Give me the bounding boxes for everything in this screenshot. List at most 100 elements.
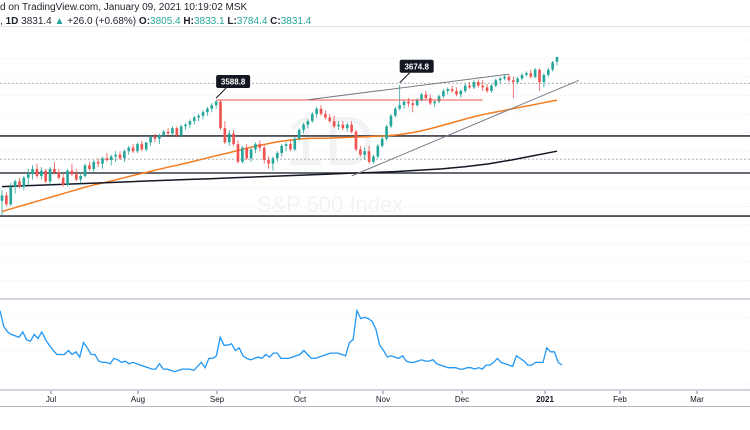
candle-body [210,105,214,109]
close-label: C: [270,16,281,27]
candle-body [149,137,152,143]
chart-legend-header: d on TradingView.com, January 09, 2021 1… [0,0,750,30]
candle-body [503,76,506,79]
candle-body [254,144,257,150]
candle-body [201,112,205,116]
candle-body [507,76,511,81]
high-value: 3833.1 [193,16,225,27]
candle-body [420,94,423,100]
candle-body [61,177,65,185]
candle-body [227,133,231,143]
candle-body [468,85,471,88]
candle-body [9,186,13,205]
candle-body [158,135,161,139]
ohlc-legend: , 1D 3831.4 ▲ +26.0 (+0.68%) O:3805.4 H:… [0,16,311,27]
candle-body [175,128,179,136]
candle-body [485,87,489,91]
candle-body [463,85,467,91]
candle-body [262,147,266,161]
callout-label: 3588.8 [221,78,246,87]
last-price: 3831.4 [21,16,52,27]
candle-body [442,90,445,97]
candle-body [88,165,91,169]
candle-body [223,128,227,143]
candle-body [538,69,541,83]
high-label: H: [183,16,194,27]
candle-body [219,101,222,129]
ma-slow-line [1,150,558,188]
time-axis-label: Mar [690,395,704,404]
candle-body [101,158,104,164]
candle-body [123,151,126,159]
candle-body [389,115,393,127]
candle-body [302,124,305,130]
candle-body [533,69,537,77]
moving-averages [1,99,558,213]
callout-label: 3674.8 [404,62,429,71]
close-value: 3831.4 [280,16,312,27]
candle-body [433,101,436,104]
candle-body [184,124,187,127]
candle-body [310,113,314,122]
candle-body [79,176,82,180]
candle-body [424,94,428,99]
time-axis-label: Jul [46,395,56,404]
pane-separator[interactable] [0,298,750,300]
candle-body [131,147,135,152]
open-value: 3805.4 [150,16,181,27]
candle-body [459,90,463,95]
candle-body [372,156,375,162]
time-axis-label: Sep [210,395,225,404]
callout-box [399,59,434,73]
candle-body [490,85,493,91]
candle-body [428,98,432,104]
time-axis-label: Nov [376,395,390,404]
candle-body [477,82,480,86]
low-label: L: [227,16,237,27]
candle-body [284,144,288,146]
candle-body [398,105,401,109]
candle-body [337,124,340,127]
candle-body [380,138,384,146]
low-value: 3784.4 [236,16,268,27]
candle-body [22,177,26,187]
callout-pointer [399,72,411,84]
candle-body [267,160,270,164]
candle-body [407,101,410,104]
trend-drawings[interactable] [216,73,580,177]
symbol-tail: , [0,16,3,27]
candle-body [363,151,367,155]
candle-body [450,89,454,91]
candle-body [494,80,498,86]
candle-body [192,117,196,122]
candle-body [293,138,297,150]
candle-body [171,128,174,134]
candle-body [241,147,244,162]
header-separator [0,26,750,27]
candle-body [96,161,100,164]
watermark-name: S&P 500 Index [257,192,403,217]
candle-body [359,149,362,155]
up-arrow-icon: ▲ [54,16,65,27]
price-callout: 3588.8 [215,75,251,99]
candle-body [511,80,515,83]
candle-body [271,158,275,164]
candle-body [206,108,209,113]
time-axis[interactable]: Jul Aug Sep Oct Nov Dec 2021 Feb Mar [46,391,704,404]
candle-body [455,90,458,95]
candle-body [66,170,69,185]
candle-body [245,147,249,159]
candle-body [83,165,87,177]
candle-body [162,131,166,136]
time-axis-top-border [0,389,750,391]
candle-body [328,117,332,122]
price-change: +26.0 (+0.68%) [67,16,137,27]
price-grid [0,39,750,281]
candle-body [18,181,21,187]
interval-label[interactable]: 1D [5,16,19,27]
candle-body [92,161,96,169]
candle-body [179,126,183,136]
candle-body [136,144,139,152]
candle-body [555,57,559,62]
